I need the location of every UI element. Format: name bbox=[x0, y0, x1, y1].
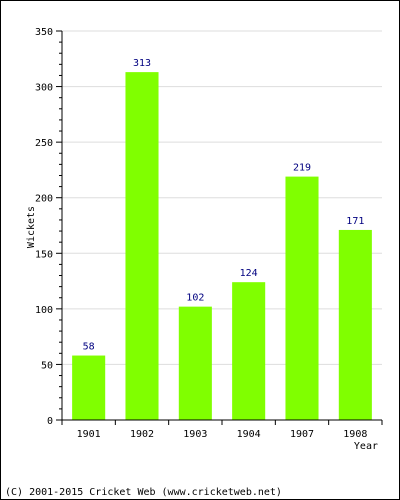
data-label-1901: 58 bbox=[83, 342, 95, 353]
y-tick-label-50: 50 bbox=[41, 360, 53, 371]
y-tick-label-0: 0 bbox=[47, 416, 53, 427]
y-axis-label: Wickets bbox=[26, 206, 37, 248]
data-label-1907: 219 bbox=[293, 163, 311, 174]
y-tick-label-250: 250 bbox=[35, 138, 53, 149]
labels: 0 50 100 150 200 250 300 350 58 1901 313 1902 102 190… bbox=[35, 27, 367, 440]
y-tick-label-100: 100 bbox=[35, 305, 53, 316]
x-tick-label-1901: 1901 bbox=[77, 429, 101, 440]
data-label-1903: 102 bbox=[186, 293, 204, 304]
y-tick-label-350: 350 bbox=[35, 27, 53, 38]
y-tick-label-200: 200 bbox=[35, 194, 53, 205]
data-label-1904: 124 bbox=[240, 268, 258, 279]
data-label-1908: 171 bbox=[346, 216, 364, 227]
x-axis-label: Year bbox=[354, 441, 378, 452]
x-tick-label-1903: 1903 bbox=[183, 429, 207, 440]
x-tick-label-1902: 1902 bbox=[130, 429, 154, 440]
grid-lines bbox=[62, 30, 382, 365]
bar-1901 bbox=[72, 355, 106, 420]
bar-1907 bbox=[285, 176, 319, 420]
x-tick-label-1904: 1904 bbox=[237, 429, 261, 440]
bars bbox=[72, 72, 372, 420]
y-tick-label-150: 150 bbox=[35, 249, 53, 260]
y-tick-label-300: 300 bbox=[35, 83, 53, 94]
x-tick-label-1907: 1907 bbox=[290, 429, 314, 440]
bar-1902 bbox=[125, 72, 159, 420]
bar-1903 bbox=[178, 306, 212, 420]
x-tick-label-1908: 1908 bbox=[343, 429, 367, 440]
bar-1908 bbox=[338, 229, 372, 420]
copyright-footer: (C) 2001-2015 Cricket Web (www.cricketwe… bbox=[5, 487, 282, 498]
axes bbox=[56, 30, 383, 425]
data-label-1902: 313 bbox=[133, 58, 151, 69]
bar-1904 bbox=[232, 282, 266, 420]
